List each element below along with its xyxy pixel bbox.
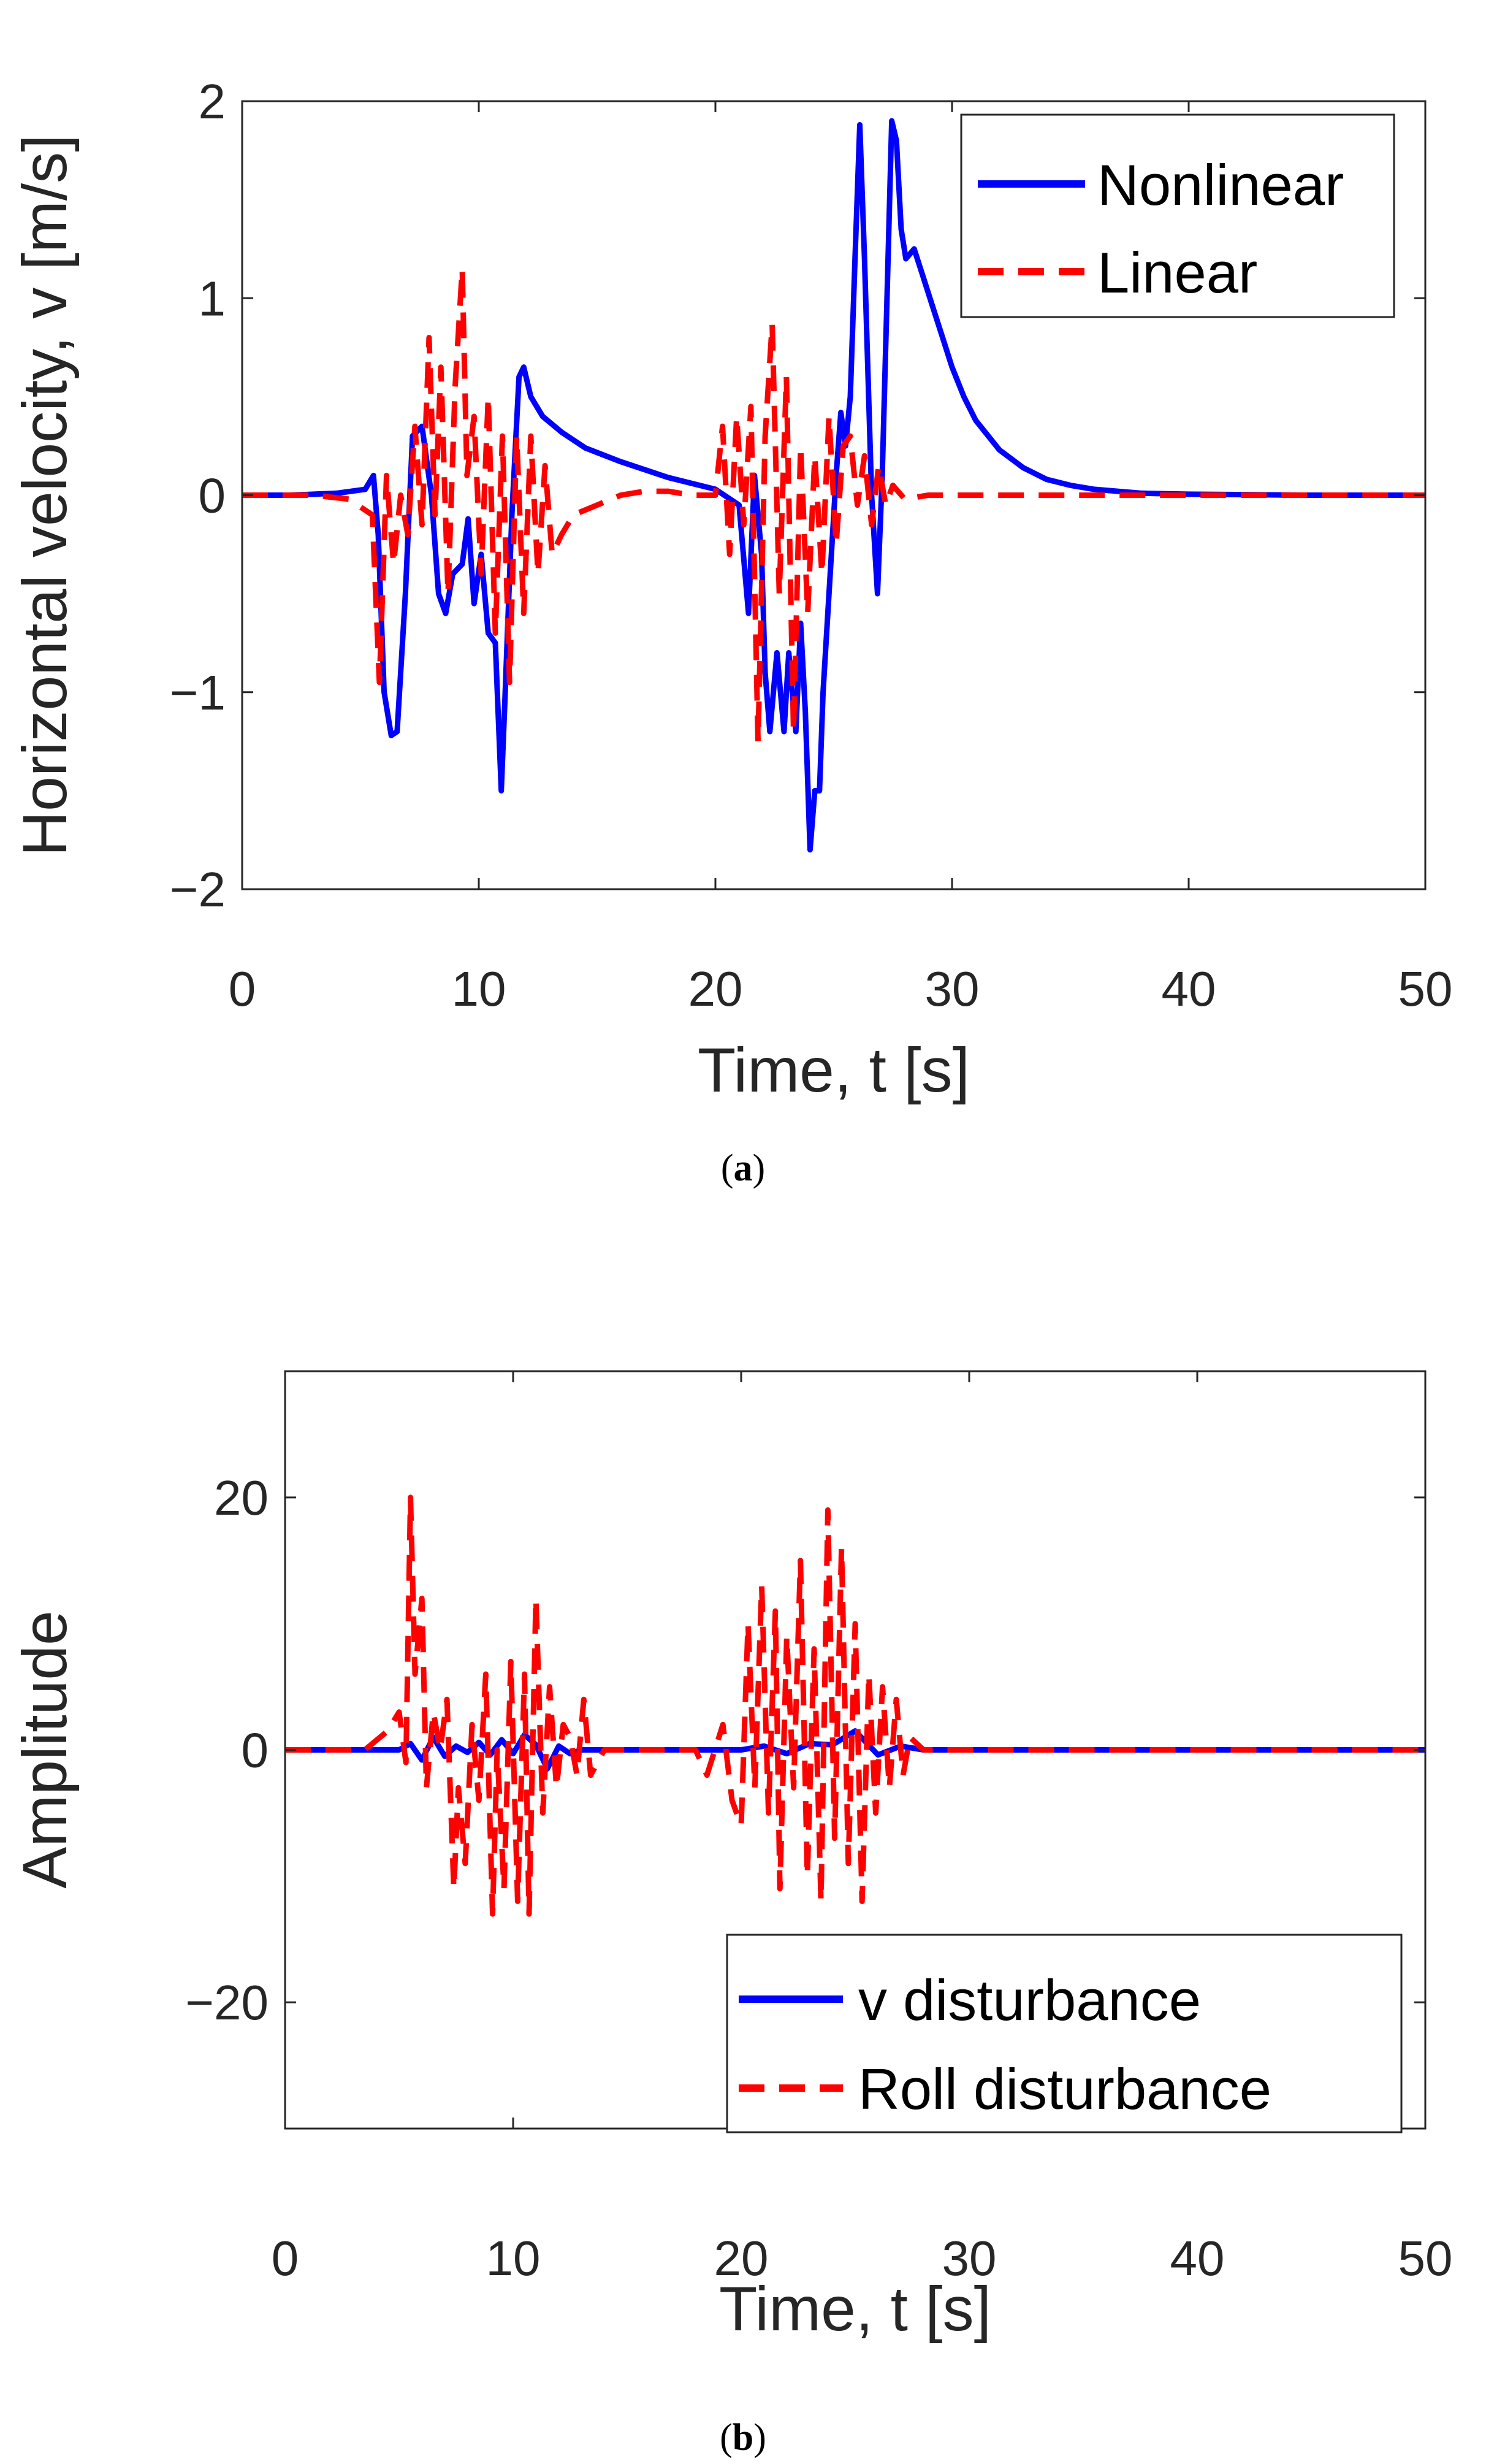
panel-b-x-tick-label: 10 [486,2231,541,2286]
panel-b-x-tick-label: 30 [942,2231,997,2286]
panel-a-legend-box [960,113,1395,318]
panel-b-series-v-disturbance-line [285,1728,1425,1772]
panel-b-x-axis-label: Time, t [s] [719,2274,991,2344]
panel-a-series-nonlinear-line [242,118,1425,853]
panel-a-x-tick-label: 50 [1398,962,1453,1016]
panel-a-ticks [241,100,1427,890]
panel-b-legend: v disturbance Roll disturbance [726,1934,1403,2133]
panel-a-x-axis-label: Time, t [s] [698,1035,970,1105]
panel-b-caption: (b) [720,2417,766,2458]
panel-a-x-tick-labels: 0 10 20 30 40 50 [229,962,1453,1016]
panel-a-plot-area [242,118,1425,853]
panel-a-x-tick-label: 20 [688,962,743,1016]
panel-a-y-tick-labels: −2 −1 0 1 2 [170,74,226,917]
panel-b-series-roll-disturbance-line [285,1494,1425,1917]
panel-a-x-tick-label: 40 [1162,962,1216,1016]
panel-a-y-tick-label: −2 [170,862,226,917]
panel-b-y-tick-labels: −20 0 20 [185,1471,269,2030]
panel-a-x-tick-label: 10 [452,962,506,1016]
panel-a-y-tick-label: 0 [199,469,226,523]
panel-b-y-axis-label: Amplitude [10,1610,80,1889]
panel-b-disturbance-chart: 0 10 20 30 40 50 −20 0 20 Time, t [s] Amplitude… [10,1370,1453,2458]
panel-b-y-tick-label: −20 [185,1975,269,2030]
panel-b-x-tick-label: 40 [1170,2231,1225,2286]
legend-label-roll-disturbance: Roll disturbance [858,2057,1271,2121]
panel-a-x-tick-label: 30 [925,962,980,1016]
panel-a-x-tick-label: 0 [229,962,256,1016]
panel-b-y-tick-label: 0 [242,1723,269,1778]
legend-label-nonlinear: Nonlinear [1097,153,1344,217]
panel-b-legend-box [726,1934,1403,2133]
panel-a-caption: (a) [721,1147,765,1189]
panel-a-legend: Nonlinear Linear [960,113,1395,318]
panel-b-x-tick-label: 50 [1398,2231,1453,2286]
panel-a-velocity-chart: 0 10 20 30 40 50 −2 −1 0 1 2 Time, t [s] Horizont… [10,74,1452,1189]
panel-a-y-tick-label: 2 [199,74,226,129]
panel-a-y-tick-label: −1 [170,665,226,720]
panel-b-plot-area [285,1494,1425,1917]
legend-label-linear: Linear [1097,240,1257,305]
panel-a-series-linear-line [242,266,1425,744]
panel-b-x-tick-label: 20 [714,2231,769,2286]
panel-b-y-tick-label: 20 [214,1471,269,1525]
panel-b-x-tick-labels: 0 10 20 30 40 50 [272,2231,1453,2286]
legend-label-v-disturbance: v disturbance [858,1968,1201,2032]
panel-b-x-tick-label: 0 [272,2231,299,2286]
panel-a-y-tick-label: 1 [199,271,226,326]
panel-a-y-axis-label: Horizontal velocity, v [m/s] [10,134,80,856]
